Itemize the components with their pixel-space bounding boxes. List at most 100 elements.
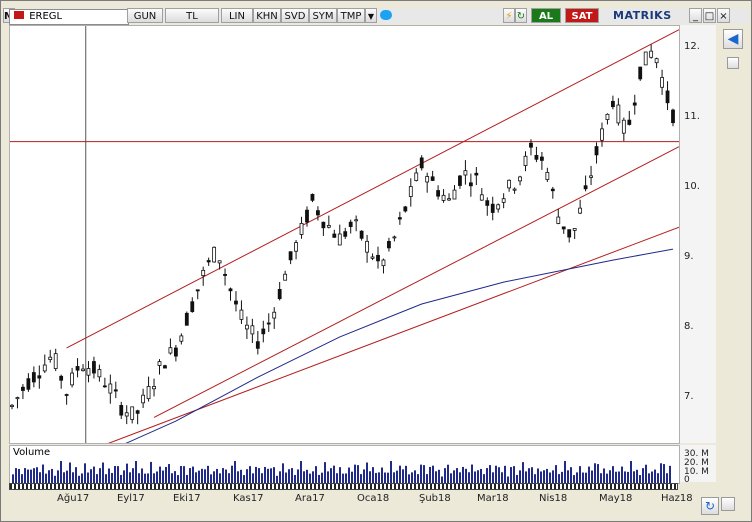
- vol-tick-30m: 30. M: [684, 449, 709, 459]
- candle-body: [425, 176, 430, 183]
- scale-button[interactable]: LIN: [221, 8, 253, 23]
- candle-body: [354, 219, 359, 222]
- volume-bar: [18, 468, 20, 483]
- volume-bar: [258, 468, 260, 483]
- tmp-button[interactable]: TMP: [337, 8, 365, 23]
- candle-body: [250, 325, 255, 335]
- volume-bar: [159, 466, 161, 483]
- svd-button[interactable]: SVD: [281, 8, 309, 23]
- volume-bar: [360, 474, 362, 483]
- candle-body: [228, 288, 233, 292]
- volume-bar: [498, 467, 500, 483]
- volume-bar: [627, 471, 629, 483]
- volume-bar: [342, 473, 344, 483]
- collapse-arrow-button[interactable]: ◀: [723, 29, 743, 49]
- volume-bar: [192, 466, 194, 483]
- x-tick-mar18: Mar18: [477, 493, 509, 504]
- volume-bar: [261, 473, 263, 483]
- volume-bar: [177, 475, 179, 483]
- candle-body: [223, 273, 227, 276]
- price-chart-area[interactable]: [9, 25, 680, 444]
- channel-lower-line: [153, 146, 679, 418]
- volume-bar: [432, 465, 434, 483]
- volume-bar: [111, 472, 113, 483]
- sell-button[interactable]: SAT: [565, 8, 599, 23]
- close-icon[interactable]: ×: [717, 8, 730, 23]
- candle-body: [212, 246, 217, 263]
- currency-button[interactable]: TL: [165, 8, 219, 23]
- volume-bar: [573, 475, 575, 483]
- volume-bar: [375, 472, 377, 483]
- x-tick-dec17: Ara17: [295, 493, 325, 504]
- candle-body: [283, 273, 288, 281]
- candle-body: [545, 171, 550, 180]
- volume-bar: [330, 468, 332, 483]
- x-tick-jun18: Haz18: [661, 493, 693, 504]
- candle-body: [643, 51, 648, 66]
- volume-bar: [477, 470, 479, 483]
- volume-bar: [381, 467, 383, 483]
- candle-body: [479, 194, 484, 201]
- volume-bar: [429, 466, 431, 483]
- volume-bar: [48, 470, 50, 483]
- volume-bar: [336, 473, 338, 483]
- buy-button[interactable]: AL: [531, 8, 561, 23]
- volume-bar: [624, 471, 626, 483]
- twitter-icon[interactable]: [380, 10, 392, 20]
- candle-body: [37, 375, 42, 379]
- candle-body: [408, 186, 413, 197]
- candle-body: [86, 368, 91, 376]
- volume-bar: [231, 465, 233, 483]
- volume-bar: [531, 467, 533, 483]
- candle-body: [152, 386, 156, 390]
- volume-bar: [282, 463, 284, 483]
- settings-small-button[interactable]: [721, 497, 735, 511]
- y-tick-7: 7.: [684, 391, 694, 402]
- lightning-icon[interactable]: ⚡: [503, 8, 515, 23]
- volume-bar: [183, 466, 185, 483]
- volume-bar: [654, 469, 656, 483]
- vol-tick-0: 0: [684, 475, 690, 485]
- volume-bar: [306, 469, 308, 483]
- volume-bar: [153, 473, 155, 483]
- volume-bar: [162, 470, 164, 483]
- candle-body: [605, 113, 610, 120]
- volume-bar: [339, 467, 341, 483]
- volume-bar: [84, 463, 86, 483]
- symbol-input[interactable]: EREGL: [9, 9, 129, 25]
- period-button[interactable]: GUN: [127, 8, 163, 23]
- volume-bar: [198, 470, 200, 483]
- volume-bar: [492, 472, 494, 483]
- candle-body: [97, 369, 102, 378]
- candle-body: [234, 300, 238, 305]
- volume-bar: [612, 466, 614, 483]
- candle-body: [326, 225, 331, 228]
- volume-bar: [150, 461, 152, 483]
- volume-bar: [117, 466, 119, 483]
- sym-button[interactable]: SYM: [309, 8, 337, 23]
- dropdown-chevron-icon[interactable]: ▼: [365, 8, 377, 23]
- volume-bar: [66, 470, 68, 483]
- candle-body: [365, 240, 369, 253]
- price-axis: 12. 11. 10. 9. 8. 7.: [680, 25, 716, 443]
- volume-bar: [591, 470, 593, 483]
- candle-body: [392, 236, 397, 239]
- volume-bar: [558, 474, 560, 483]
- khn-button[interactable]: KHN: [253, 8, 281, 23]
- candle-body: [589, 175, 593, 178]
- x-tick-sep17: Eyl17: [117, 493, 145, 504]
- side-scroll-button[interactable]: [727, 57, 739, 69]
- volume-chart-area[interactable]: Volume: [9, 445, 680, 484]
- maximize-icon[interactable]: □: [703, 8, 716, 23]
- volume-bar: [450, 473, 452, 483]
- candle-body: [168, 347, 173, 354]
- volume-bar: [645, 464, 647, 483]
- candle-body: [59, 375, 64, 381]
- x-tick-may18: May18: [599, 493, 633, 504]
- refresh-icon[interactable]: ↻: [515, 8, 527, 23]
- price-chart-svg: [10, 26, 679, 443]
- minimize-icon[interactable]: _: [689, 8, 702, 23]
- y-tick-10: 10.: [684, 181, 700, 192]
- sync-icon-button[interactable]: ↻: [701, 497, 719, 515]
